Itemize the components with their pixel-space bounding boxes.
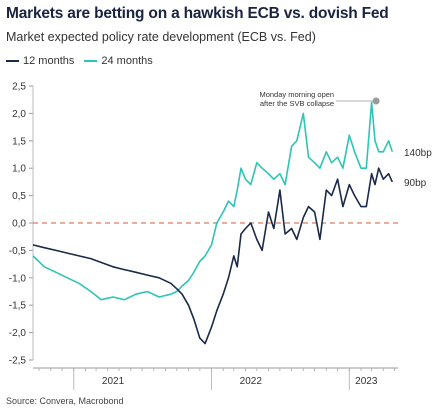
y-tick-label: 2,5: [12, 82, 26, 93]
x-tick-label: 2023: [355, 376, 378, 387]
legend-label-12m: 12 months: [23, 55, 75, 67]
series-line-24-months: [32, 101, 394, 301]
end-label: 140bp: [404, 148, 432, 159]
chart-subtitle: Market expected policy rate development …: [6, 30, 316, 44]
series-line-12-months: [32, 167, 394, 345]
y-tick-label: 0,5: [12, 191, 26, 202]
end-label: 90bp: [404, 178, 427, 189]
x-tick-label: 2021: [102, 376, 125, 387]
chart-title: Markets are betting on a hawkish ECB vs.…: [6, 5, 389, 22]
legend-item-12m: 12 months: [6, 55, 74, 67]
legend-label-24m: 24 months: [101, 55, 153, 67]
y-tick-label: 0,0: [12, 219, 26, 230]
y-tick-label: 1,5: [12, 136, 26, 147]
source-note: Source: Convera, Macrobond: [6, 396, 124, 406]
y-tick-label: 1,0: [12, 164, 26, 175]
legend-item-24m: 24 months: [84, 55, 153, 67]
y-tick-label: -2,0: [9, 328, 27, 339]
x-tick-label: 2022: [240, 376, 263, 387]
y-tick-label: 2,0: [12, 109, 26, 120]
legend-swatch-24m: [84, 60, 98, 62]
y-tick-label: -0,5: [9, 246, 27, 257]
y-tick-label: -2,5: [9, 356, 27, 367]
y-tick-label: -1,5: [9, 301, 27, 312]
annotation-text: after the SVB collapse: [260, 99, 334, 108]
legend-swatch-12m: [6, 60, 19, 62]
y-tick-label: -1,0: [9, 273, 27, 284]
chart-legend: 12 months 24 months: [6, 55, 153, 67]
annotation-marker: [372, 97, 380, 105]
annotation-text: Monday morning open: [259, 90, 334, 99]
